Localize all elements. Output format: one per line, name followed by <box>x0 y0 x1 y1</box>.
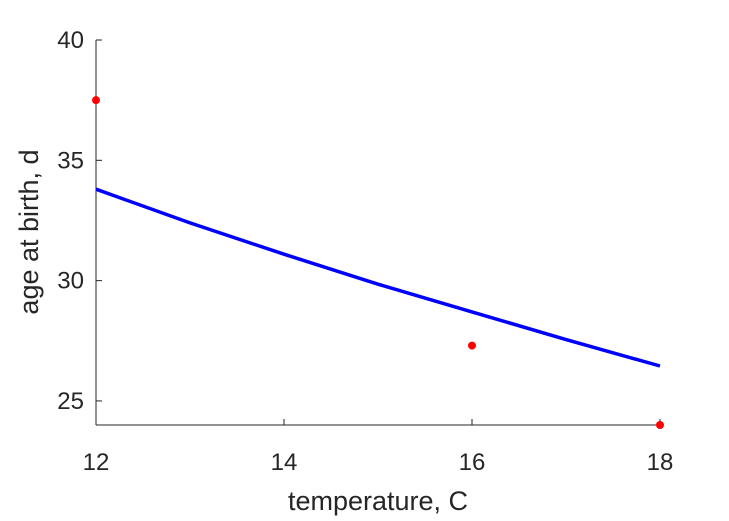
y-tick-label: 40 <box>57 27 84 54</box>
plot-area <box>92 96 664 429</box>
y-tick-label: 35 <box>57 147 84 174</box>
y-tick-label: 30 <box>57 268 84 295</box>
data-point <box>92 96 100 105</box>
y-tick-label: 25 <box>57 388 84 415</box>
axes <box>95 40 660 426</box>
x-tick-label: 18 <box>647 449 674 476</box>
model-curve-line <box>95 187 661 368</box>
ticks: 12 14 16 18 25 30 35 40 <box>57 27 673 476</box>
x-axis-label: temperature, C <box>288 486 468 516</box>
x-tick-label: 16 <box>459 449 486 476</box>
x-tick-label: 14 <box>271 449 298 476</box>
x-tick-label: 12 <box>83 449 110 476</box>
data-point <box>468 341 476 350</box>
data-point <box>656 421 664 429</box>
y-axis-label: age at birth, d <box>14 149 44 314</box>
